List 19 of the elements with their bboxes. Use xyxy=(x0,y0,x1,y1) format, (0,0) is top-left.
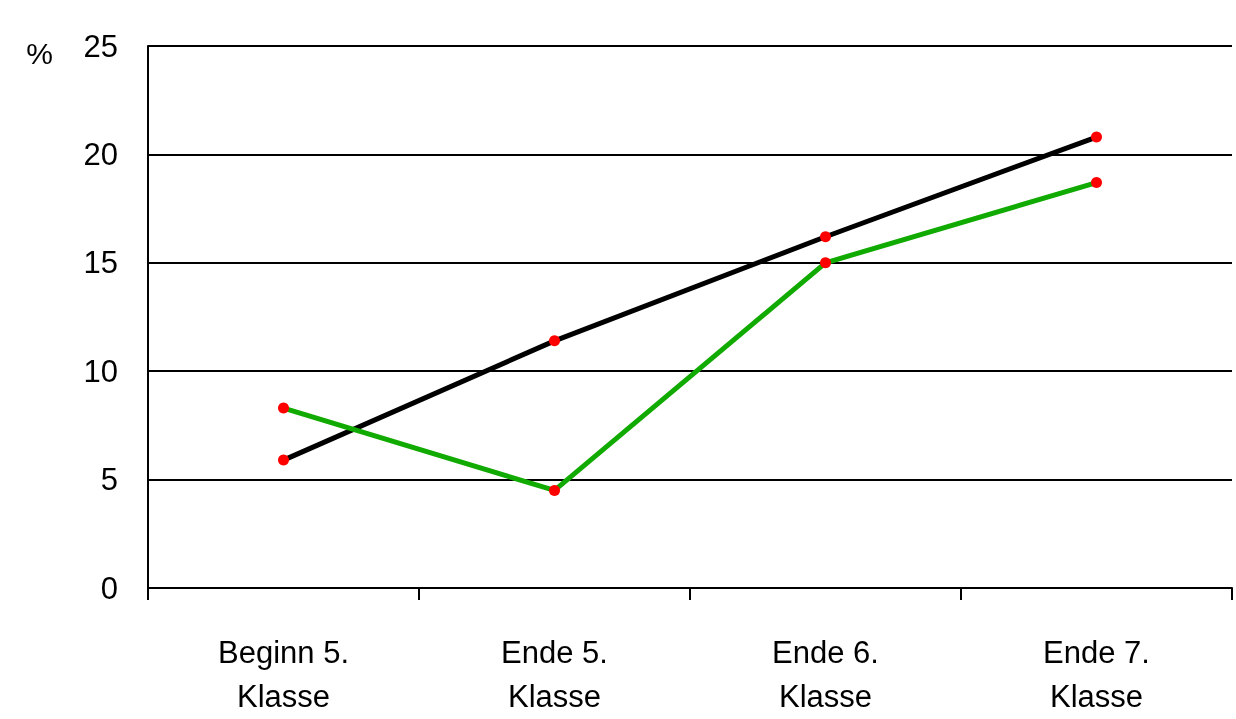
x-tick-label: Ende 6. Klasse xyxy=(772,634,879,714)
y-tick-label: 15 xyxy=(83,245,118,281)
y-axis-title: % xyxy=(26,36,53,70)
x-tick-label: Ende 5. Klasse xyxy=(501,634,608,714)
x-tick-label: Beginn 5. Klasse xyxy=(218,634,349,714)
point xyxy=(278,402,289,414)
point xyxy=(820,231,831,243)
y-tick-label: 0 xyxy=(100,570,118,606)
y-tick-label: 10 xyxy=(83,353,118,389)
y-tick-label: 5 xyxy=(100,462,118,498)
point xyxy=(1091,131,1102,143)
y-tick-label: 20 xyxy=(83,136,118,172)
point xyxy=(278,454,289,466)
point xyxy=(549,335,560,347)
x-tick-label: Ende 7. Klasse xyxy=(1043,634,1150,714)
point xyxy=(549,484,560,496)
point xyxy=(820,257,831,269)
point xyxy=(1091,177,1102,189)
y-tick-label: 25 xyxy=(83,28,118,64)
